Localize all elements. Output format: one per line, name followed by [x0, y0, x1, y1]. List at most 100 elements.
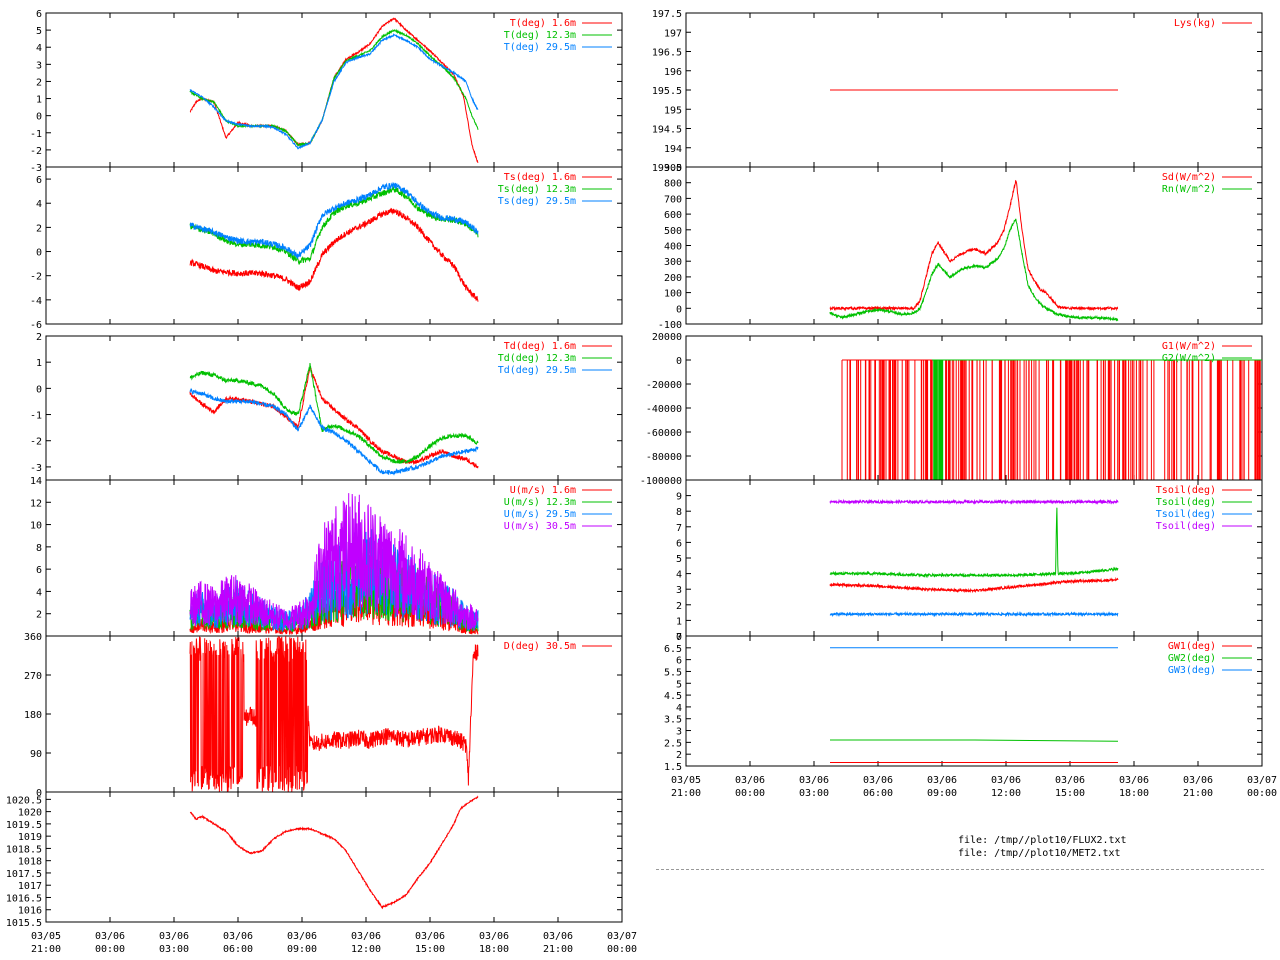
- x-tick-date: 03/06: [479, 931, 509, 942]
- y-tick-label: 9: [676, 492, 682, 503]
- y-tick-label: 700: [664, 194, 682, 205]
- panel-T: 6 5 4 3 2 1 0 -1 -2 -3 T(deg) 1.6mT(deg) 12.3mT(de…: [30, 9, 623, 174]
- panel-D: 360 270 180 90 0 D(deg) 30.5m: [24, 632, 623, 799]
- y-tick-label: 1: [36, 95, 42, 106]
- y-tick-label: 7: [676, 523, 682, 534]
- x-tick-time: 06:00: [223, 944, 253, 955]
- legend-label: Rn(W/m^2): [1162, 184, 1216, 195]
- x-tick-time: 18:00: [1119, 788, 1149, 799]
- y-tick-label: 0: [676, 632, 682, 643]
- x-tick-date: 03/06: [735, 775, 765, 786]
- y-tick-label: -80000: [646, 452, 682, 463]
- x-tick-date: 03/06: [223, 931, 253, 942]
- x-tick-time: 15:00: [415, 944, 445, 955]
- y-tick-label: 1016: [18, 906, 42, 917]
- series-line-P-0: [189, 795, 479, 910]
- y-tick-label: 200: [664, 273, 682, 284]
- legend-label: T(deg) 12.3m: [504, 30, 576, 41]
- series-line-T-0: [189, 17, 479, 163]
- legend-label: G2(W/m^2): [1162, 353, 1216, 364]
- y-tick-label: 6: [676, 656, 682, 667]
- series-line-U-3: [189, 493, 479, 632]
- y-tick-label: 300: [664, 257, 682, 268]
- y-tick-label: 1018: [18, 857, 42, 868]
- x-tick-date: 03/06: [159, 931, 189, 942]
- x-tick-date: 03/06: [927, 775, 957, 786]
- y-tick-label: 1.5: [664, 762, 682, 773]
- series-line-Ts-1: [189, 186, 479, 266]
- legend-label: G1(W/m^2): [1162, 341, 1216, 352]
- x-tick-date: 03/05: [31, 931, 61, 942]
- y-tick-label: 1: [36, 358, 42, 369]
- y-tick-label: -2: [30, 272, 42, 283]
- y-tick-label: 4: [36, 43, 42, 54]
- y-tick-label: 0: [676, 356, 682, 367]
- y-tick-label: -60000: [646, 428, 682, 439]
- x-tick-date: 03/06: [1183, 775, 1213, 786]
- legend-label: GW1(deg): [1168, 641, 1216, 652]
- panel-frame: [45, 791, 623, 923]
- panel-series-group: [830, 647, 1119, 763]
- y-tick-label: 6: [36, 565, 42, 576]
- series-line-Tsoil-1: [829, 507, 1119, 579]
- x-tick-date: 03/07: [607, 931, 637, 942]
- y-tick-label: -4: [30, 296, 42, 307]
- series-line-G1: [841, 359, 1262, 480]
- panel-series-group: [189, 636, 479, 792]
- y-tick-label: 4.5: [664, 691, 682, 702]
- legend-label: Ts(deg) 12.3m: [498, 184, 576, 195]
- panel-frame: [45, 635, 623, 793]
- y-tick-label: 8: [676, 507, 682, 518]
- panel-frame: [45, 166, 623, 325]
- y-tick-label: 194: [664, 144, 682, 155]
- y-tick-label: 6: [36, 9, 42, 20]
- series-line-Td-2: [189, 387, 479, 476]
- x-tick-time: 12:00: [351, 944, 381, 955]
- legend-label: U(m/s) 30.5m: [504, 521, 576, 532]
- panel-Lys: 197.5 197 196.5 196 195.5 195 194.5 194 193.5 Lys…: [652, 9, 1263, 174]
- legend-label: Ts(deg) 29.5m: [498, 196, 576, 207]
- x-tick-time: 15:00: [1055, 788, 1085, 799]
- y-tick-label: 3: [676, 585, 682, 596]
- y-tick-label: 4: [36, 199, 42, 210]
- legend-label: Tsoil(deg): [1156, 485, 1216, 496]
- y-tick-label: 5: [676, 679, 682, 690]
- panel-series-group: [189, 17, 479, 163]
- y-tick-label: 0: [36, 112, 42, 123]
- legend-label: T(deg) 29.5m: [504, 42, 576, 53]
- y-tick-label: 6: [676, 538, 682, 549]
- y-tick-label: 3: [676, 727, 682, 738]
- x-tick-time: 03:00: [799, 788, 829, 799]
- y-tick-label: 7: [676, 632, 682, 643]
- y-tick-label: 1019: [18, 832, 42, 843]
- panel-series-group: [841, 359, 1262, 480]
- y-tick-label: 800: [664, 179, 682, 190]
- y-tick-label: 5: [36, 26, 42, 37]
- panel-series-group: [189, 362, 479, 476]
- y-tick-label: 2: [676, 750, 682, 761]
- x-tick-time: 09:00: [287, 944, 317, 955]
- legend-label: Tsoil(deg): [1156, 521, 1216, 532]
- y-tick-label: 1020: [18, 808, 42, 819]
- x-tick-date: 03/06: [863, 775, 893, 786]
- x-tick-time: 03:00: [159, 944, 189, 955]
- x-tick-time: 09:00: [927, 788, 957, 799]
- series-line-T-2: [189, 32, 479, 150]
- legend-label: T(deg) 1.6m: [510, 18, 576, 29]
- x-tick-time: 21:00: [31, 944, 61, 955]
- series-line-Td-1: [189, 362, 479, 464]
- y-tick-label: -6: [30, 320, 42, 331]
- y-tick-label: 8: [36, 543, 42, 554]
- x-tick-time: 00:00: [735, 788, 765, 799]
- panel-frame: [685, 635, 1263, 767]
- series-line-Rad-0: [829, 179, 1119, 312]
- y-tick-label: 2: [676, 601, 682, 612]
- legend-label: Lys(kg): [1174, 18, 1216, 29]
- separator: [656, 869, 1264, 870]
- y-tick-label: 195: [664, 105, 682, 116]
- y-tick-label: 1020.5: [6, 795, 42, 806]
- y-tick-label: 2.5: [664, 738, 682, 749]
